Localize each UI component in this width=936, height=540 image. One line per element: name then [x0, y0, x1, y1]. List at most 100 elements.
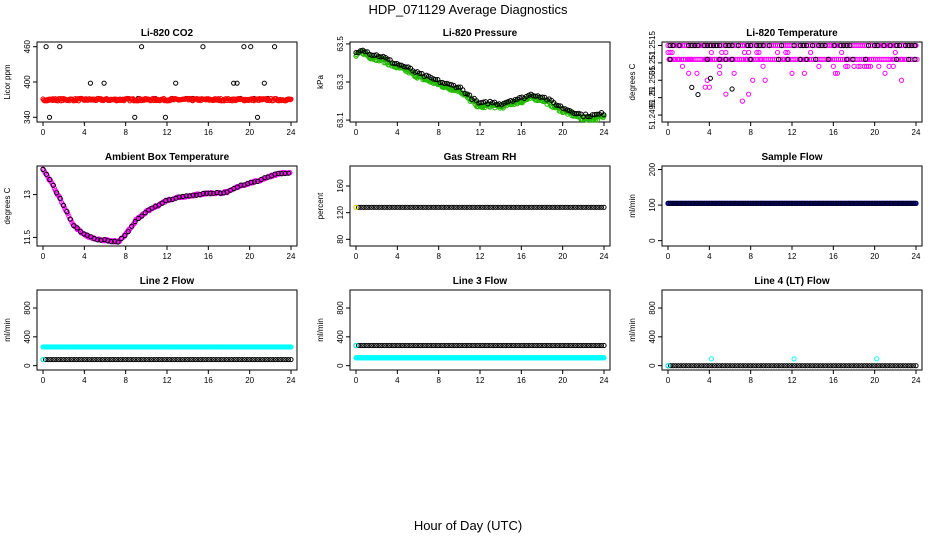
- x-tick-label: 20: [870, 128, 879, 137]
- y-tick-label: 0: [648, 238, 657, 243]
- data-point: [817, 200, 824, 206]
- data-point: [200, 44, 206, 50]
- data-point: [376, 204, 382, 210]
- data-point: [101, 80, 107, 86]
- data-point: [410, 342, 416, 349]
- data-point: [794, 363, 800, 369]
- data-point: [900, 200, 906, 206]
- data-point: [754, 42, 760, 49]
- data-point: [164, 356, 170, 363]
- data-point: [417, 70, 423, 76]
- data-point: [678, 200, 684, 206]
- data-point: [381, 342, 388, 349]
- data-point: [451, 342, 457, 349]
- y-tick-label: 51.2505: [648, 65, 657, 94]
- chart-panel: Ambient Box Temperature degrees C 0 4 8 12 16 2…: [3, 152, 298, 261]
- data-point: [803, 56, 810, 62]
- data-point: [864, 200, 870, 206]
- data-point: [884, 363, 891, 369]
- data-point: [717, 363, 723, 369]
- data-point: [79, 356, 85, 363]
- data-point: [742, 200, 749, 206]
- data-point: [172, 356, 178, 363]
- data-point: [578, 204, 584, 210]
- data-point: [510, 204, 517, 210]
- data-point: [774, 49, 781, 56]
- data-point: [797, 363, 803, 369]
- data-point: [552, 204, 558, 210]
- x-tick-label: 0: [666, 252, 671, 261]
- data-point: [99, 356, 106, 363]
- plot-frame: [36, 165, 298, 247]
- x-tick-label: 24: [287, 252, 296, 261]
- data-point: [500, 204, 506, 210]
- data-point: [279, 171, 285, 177]
- x-tick-label: 24: [600, 128, 609, 137]
- chart-panel: Sample Flow ml/min 0 4 8 12 16 20 24 0 100 200: [628, 152, 923, 261]
- data-point: [729, 56, 735, 62]
- data-point: [791, 200, 798, 206]
- data-point: [366, 204, 372, 210]
- x-tick-label: 12: [476, 252, 485, 261]
- data-point: [760, 42, 766, 49]
- data-point: [673, 363, 679, 369]
- data-point: [53, 356, 59, 363]
- data-point: [670, 363, 676, 369]
- data-point: [190, 192, 196, 198]
- data-point: [397, 204, 403, 210]
- data-point: [665, 363, 671, 369]
- data-point: [495, 342, 501, 349]
- data-point: [249, 356, 255, 363]
- data-point: [714, 363, 720, 369]
- data-point: [125, 356, 131, 363]
- data-point: [865, 42, 872, 49]
- data-point: [882, 70, 888, 76]
- data-point: [575, 204, 581, 210]
- plot-frame: [661, 165, 923, 247]
- data-point: [464, 204, 470, 210]
- data-point: [729, 363, 736, 369]
- data-point: [757, 42, 763, 49]
- data-point: [474, 342, 481, 349]
- data-point: [833, 200, 839, 206]
- data-point: [183, 193, 189, 199]
- data-point: [882, 200, 888, 206]
- data-point: [844, 56, 850, 62]
- data-point: [460, 87, 466, 93]
- data-point: [386, 204, 393, 210]
- data-point: [701, 363, 707, 369]
- data-point: [851, 363, 857, 369]
- data-point: [446, 81, 452, 87]
- data-point: [585, 342, 592, 349]
- y-axis-label: ml/min: [628, 318, 637, 342]
- data-point: [816, 63, 822, 69]
- y-tick-label: 400: [23, 330, 32, 344]
- data-point: [467, 342, 473, 349]
- data-point: [704, 42, 710, 49]
- data-point: [204, 190, 210, 196]
- data-point: [549, 342, 555, 349]
- data-point: [675, 200, 681, 206]
- data-point: [221, 190, 227, 196]
- data-point: [843, 363, 849, 369]
- data-point: [727, 200, 733, 206]
- data-point: [848, 200, 855, 206]
- data-point: [482, 204, 488, 210]
- data-point: [187, 193, 193, 199]
- data-point: [882, 363, 888, 369]
- data-point: [710, 42, 717, 49]
- data-point: [892, 363, 898, 369]
- y-tick-label: 800: [648, 301, 657, 315]
- data-point: [436, 204, 442, 210]
- data-point: [908, 363, 914, 369]
- data-point: [166, 197, 172, 203]
- data-point: [830, 200, 836, 206]
- data-point: [385, 56, 391, 62]
- x-tick-label: 12: [788, 252, 797, 261]
- data-point: [379, 342, 385, 349]
- data-point: [808, 49, 814, 56]
- data-point: [526, 204, 532, 210]
- data-point: [683, 363, 689, 369]
- data-point: [363, 342, 369, 349]
- data-point: [179, 356, 186, 363]
